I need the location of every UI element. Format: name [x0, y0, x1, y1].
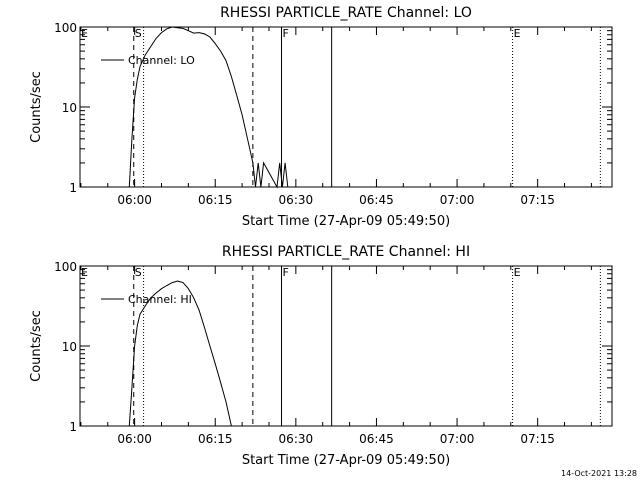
- y-tick-label: 1: [69, 420, 77, 434]
- event-marker-label: S: [135, 266, 142, 279]
- legend-label: Channel: HI: [128, 293, 192, 306]
- footer-timestamp: 14-Oct-2021 13:28: [561, 469, 637, 478]
- panel-1: RHESSI PARTICLE_RATE Channel: LO 06:00 06:…: [29, 5, 613, 229]
- y-axis-label: Counts/sec: [29, 71, 44, 143]
- data-series-line: [128, 280, 232, 427]
- x-tick-label: 07:15: [520, 193, 555, 207]
- y-axis-label: Counts/sec: [29, 310, 44, 382]
- x-axis-label: Start Time (27-Apr-09 05:49:50): [242, 214, 450, 229]
- event-marker-label: E: [514, 27, 521, 40]
- x-axis-label: Start Time (27-Apr-09 05:49:50): [242, 453, 450, 468]
- event-marker-label: F: [283, 266, 289, 279]
- x-tick-label: 06:30: [279, 432, 314, 446]
- y-tick-label: 100: [54, 21, 77, 35]
- chart-title: RHESSI PARTICLE_RATE Channel: LO: [220, 5, 472, 21]
- x-tick-label: 06:45: [359, 193, 394, 207]
- chart-title: RHESSI PARTICLE_RATE Channel: HI: [222, 244, 470, 260]
- plot-frame: [79, 26, 613, 188]
- event-marker-label: E: [81, 266, 88, 279]
- x-tick-label: 07:00: [440, 193, 475, 207]
- event-marker-label: S: [135, 27, 142, 40]
- x-tick-label: 06:15: [198, 432, 233, 446]
- data-series-line: [128, 26, 289, 189]
- y-tick-label: 1: [69, 181, 77, 195]
- x-tick-label: 06:00: [117, 432, 152, 446]
- x-tick-label: 06:30: [279, 193, 314, 207]
- event-marker-label: F: [283, 27, 289, 40]
- y-tick-label: 100: [54, 260, 77, 274]
- event-marker-label: E: [514, 266, 521, 279]
- x-tick-label: 07:00: [440, 432, 475, 446]
- panel-2: RHESSI PARTICLE_RATE Channel: HI 06:00 06:…: [29, 244, 613, 468]
- y-tick-label: 10: [62, 340, 77, 354]
- x-tick-label: 06:15: [198, 193, 233, 207]
- x-tick-label: 06:45: [359, 432, 394, 446]
- y-tick-label: 10: [62, 101, 77, 115]
- event-marker-label: E: [81, 27, 88, 40]
- x-tick-label: 07:15: [520, 432, 555, 446]
- x-tick-label: 06:00: [117, 193, 152, 207]
- legend-label: Channel: LO: [128, 54, 195, 67]
